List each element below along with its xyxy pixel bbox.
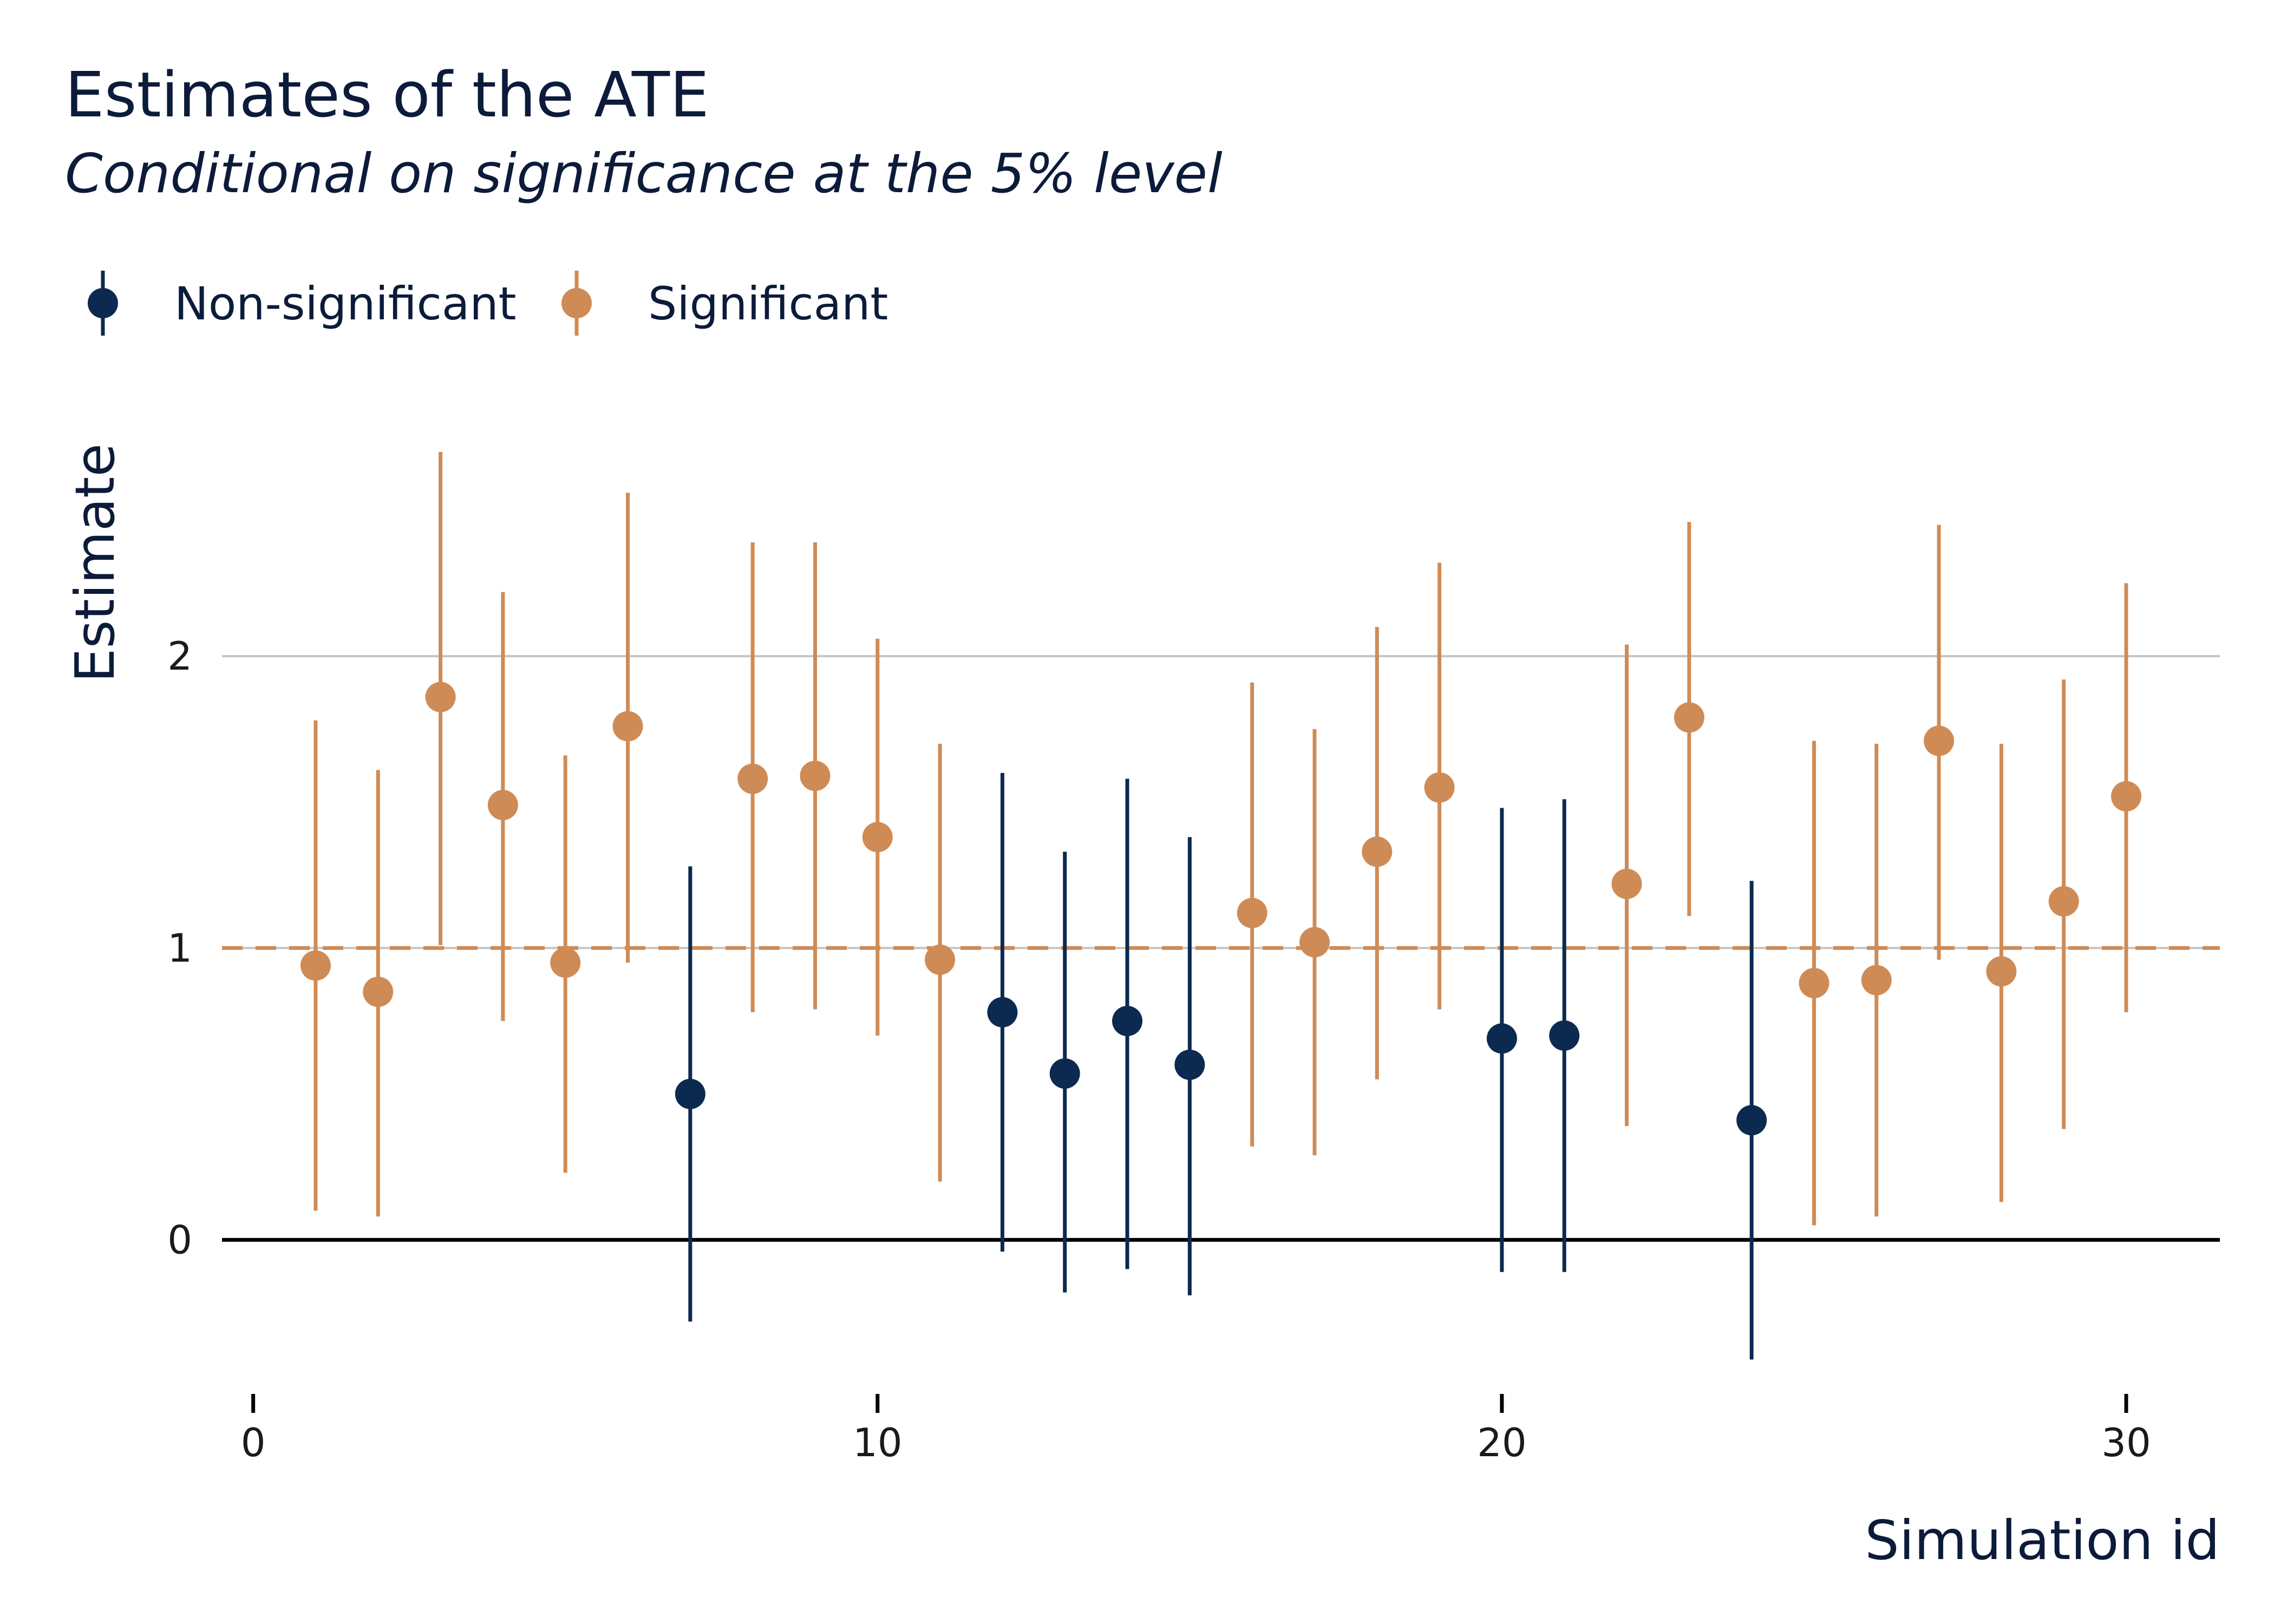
point-significant-18 bbox=[1362, 836, 1393, 867]
point-significant-19 bbox=[1424, 772, 1455, 803]
reference-lines bbox=[222, 946, 2220, 1242]
y-tick-label-1: 1 bbox=[167, 925, 192, 971]
point-significant-5 bbox=[550, 947, 581, 978]
point-significant-9 bbox=[800, 761, 831, 791]
point-significant-30 bbox=[2111, 781, 2142, 811]
point-significant-28 bbox=[1986, 956, 2017, 987]
point-significant-27 bbox=[1924, 725, 1955, 756]
legend-key-point-significant bbox=[561, 288, 592, 318]
legend-label-non-significant: Non-significant bbox=[174, 277, 517, 330]
x-axis-ticks: 0 10 20 30 bbox=[241, 1394, 2151, 1465]
point-significant-11 bbox=[925, 944, 956, 975]
point-significant-6 bbox=[612, 711, 643, 742]
point-significant-25 bbox=[1799, 968, 1829, 998]
point-significant-26 bbox=[1861, 965, 1892, 996]
x-tick-label-30: 30 bbox=[2101, 1420, 2151, 1465]
legend-key-point-non-significant bbox=[88, 288, 118, 318]
point-non-significant-7 bbox=[675, 1078, 705, 1109]
point-non-significant-14 bbox=[1112, 1006, 1143, 1037]
point-non-significant-12 bbox=[987, 997, 1018, 1027]
point-non-significant-13 bbox=[1049, 1058, 1080, 1089]
point-non-significant-20 bbox=[1486, 1023, 1517, 1054]
point-significant-16 bbox=[1237, 898, 1267, 928]
point-non-significant-15 bbox=[1174, 1049, 1205, 1080]
point-significant-2 bbox=[363, 977, 394, 1007]
x-tick-label-20: 20 bbox=[1477, 1420, 1527, 1465]
x-tick-label-10: 10 bbox=[853, 1420, 903, 1465]
point-significant-29 bbox=[2048, 886, 2079, 917]
point-non-significant-24 bbox=[1736, 1105, 1767, 1136]
point-significant-17 bbox=[1299, 927, 1330, 958]
legend-label-significant: Significant bbox=[648, 277, 888, 330]
chart-subtitle: Conditional on significance at the 5% le… bbox=[65, 142, 1223, 205]
chart-title: Estimates of the ATE bbox=[65, 59, 709, 132]
point-significant-10 bbox=[862, 822, 893, 853]
point-significant-1 bbox=[300, 950, 331, 981]
point-significant-8 bbox=[737, 763, 768, 794]
point-significant-23 bbox=[1674, 702, 1704, 733]
point-significant-4 bbox=[487, 790, 518, 821]
y-axis-ticks: 0 1 2 bbox=[167, 633, 192, 1262]
legend-item-non-significant: Non-significant bbox=[88, 271, 517, 336]
y-tick-label-0: 0 bbox=[167, 1217, 192, 1262]
y-axis-title: Estimate bbox=[63, 443, 127, 683]
point-non-significant-21 bbox=[1549, 1020, 1580, 1051]
data-marks bbox=[300, 451, 2142, 1360]
x-axis-title: Simulation id bbox=[1865, 1509, 2220, 1572]
x-tick-label-0: 0 bbox=[241, 1420, 266, 1465]
legend-item-significant: Significant bbox=[561, 271, 888, 336]
legend: Non-significant Significant bbox=[88, 271, 888, 336]
point-significant-22 bbox=[1611, 868, 1642, 899]
y-tick-label-2: 2 bbox=[167, 633, 192, 679]
point-significant-3 bbox=[425, 682, 456, 712]
